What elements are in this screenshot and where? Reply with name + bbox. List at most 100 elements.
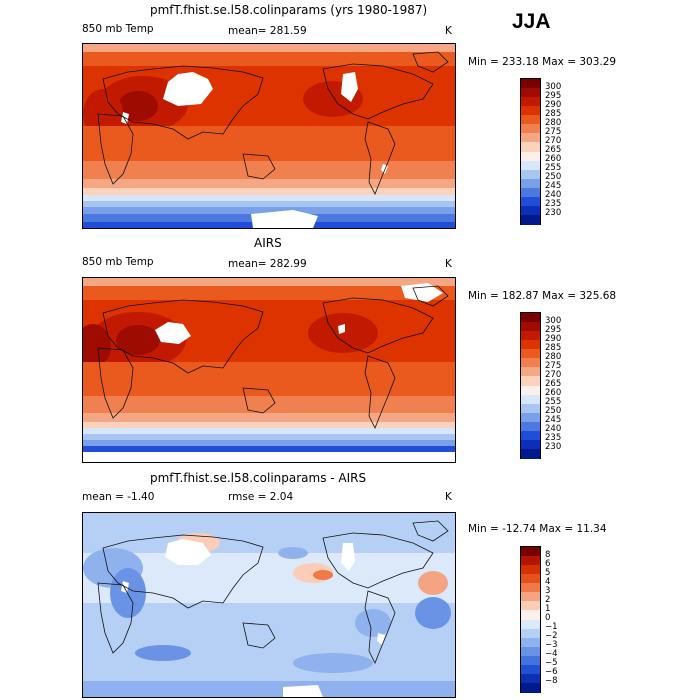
colorbar-box	[521, 79, 540, 89]
panel3-title: pmfT.fhist.se.l58.colinparams - AIRS	[150, 471, 367, 485]
colorbar-tick-label: 0	[545, 613, 551, 623]
panel1-map	[82, 43, 456, 229]
colorbar-tick-label: 1	[545, 603, 551, 614]
colorbar-box	[521, 178, 540, 189]
colorbar-tick-label: 2	[545, 594, 551, 605]
colorbar-tick-label: 270	[545, 369, 562, 380]
colorbar-tick-label: −4	[545, 649, 558, 660]
colorbar-tick-label: 265	[545, 379, 562, 389]
colorbar-box	[521, 565, 540, 575]
panel1-minmax: Min = 233.18 Max = 303.29	[468, 56, 617, 68]
colorbar-tick-label: 255	[545, 163, 562, 174]
colorbar-box	[521, 322, 540, 332]
colorbar-box	[521, 556, 540, 566]
panel2-minmax: Min = 182.87 Max = 325.68	[468, 290, 617, 302]
colorbar-tick-label: 260	[545, 154, 562, 165]
panel3-minmax: Min = -12.74 Max = 11.34	[468, 523, 607, 535]
panel3-mean: mean = -1.40	[82, 491, 155, 503]
colorbar-box	[521, 439, 540, 450]
panel1-variable: 850 mb Temp	[82, 23, 154, 35]
panel1-mean: mean= 281.59	[228, 25, 307, 37]
colorbar-box	[521, 331, 540, 341]
colorbar-tick-label: 275	[545, 360, 562, 371]
colorbar-tick-label: 280	[545, 351, 562, 362]
colorbar-box	[521, 619, 540, 630]
panel1-colorbar	[520, 78, 541, 225]
colorbar-tick-label: 290	[545, 99, 562, 110]
colorbar-box	[521, 160, 540, 171]
colorbar-box	[521, 349, 540, 359]
colorbar-box	[521, 358, 540, 368]
colorbar-tick-label: 285	[545, 342, 562, 353]
panel3-rmse: rmse = 2.04	[228, 491, 294, 503]
colorbar-tick-label: 300	[545, 81, 562, 92]
panel1-map-field	[83, 44, 455, 228]
colorbar-box	[521, 106, 540, 116]
colorbar-tick-label: 235	[545, 199, 562, 210]
panel3-map-field	[83, 513, 455, 697]
colorbar-tick-label: 8	[545, 549, 551, 560]
colorbar-box	[521, 583, 540, 593]
colorbar-tick-label: 4	[545, 576, 551, 587]
colorbar-tick-label: 285	[545, 108, 562, 119]
colorbar-box	[521, 385, 540, 396]
colorbar-box	[521, 151, 540, 162]
colorbar-box	[521, 682, 540, 693]
colorbar-tick-label: 6	[545, 558, 551, 569]
colorbar-tick-label: 290	[545, 333, 562, 344]
panel2-map-field	[83, 278, 455, 462]
colorbar-tick-label: 250	[545, 406, 562, 417]
panel2-colorbar	[520, 312, 541, 459]
colorbar-box	[521, 655, 540, 666]
colorbar-tick-label: 235	[545, 433, 562, 444]
colorbar-box	[521, 115, 540, 125]
colorbar-box	[521, 142, 540, 152]
colorbar-tick-label: 255	[545, 397, 562, 408]
colorbar-tick-label: 260	[545, 388, 562, 399]
panel2-units: K	[445, 258, 452, 270]
colorbar-tick-label: 5	[545, 567, 551, 578]
colorbar-box	[521, 313, 540, 323]
panel2-variable: 850 mb Temp	[82, 256, 154, 268]
colorbar-box	[521, 394, 540, 405]
colorbar-tick-label: −5	[545, 658, 558, 669]
colorbar-box	[521, 574, 540, 584]
colorbar-box	[521, 430, 540, 441]
panel3-units: K	[445, 491, 452, 503]
colorbar-tick-label: 295	[545, 324, 562, 335]
colorbar-tick-label: 230	[545, 208, 562, 219]
colorbar-tick-label: −2	[545, 631, 558, 642]
colorbar-box	[521, 88, 540, 98]
colorbar-box	[521, 664, 540, 675]
colorbar-tick-label: 3	[545, 585, 551, 596]
colorbar-tick-label: −6	[545, 667, 558, 678]
panel3-map	[82, 512, 456, 698]
panel2-title: AIRS	[254, 236, 282, 250]
colorbar-tick-label: 240	[545, 424, 562, 435]
colorbar-tick-label: −1	[545, 622, 558, 633]
colorbar-tick-label: 245	[545, 181, 562, 192]
colorbar-tick-label: 250	[545, 172, 562, 183]
colorbar-box	[521, 601, 540, 611]
colorbar-tick-label: −8	[545, 676, 558, 687]
colorbar-box	[521, 421, 540, 432]
colorbar-box	[521, 592, 540, 602]
colorbar-box	[521, 646, 540, 657]
colorbar-tick-label: 275	[545, 126, 562, 137]
colorbar-box	[521, 214, 540, 225]
colorbar-box	[521, 412, 540, 423]
colorbar-box	[521, 673, 540, 684]
colorbar-box	[521, 547, 540, 557]
panel3-colorbar	[520, 546, 541, 693]
colorbar-tick-label: −3	[545, 640, 558, 651]
colorbar-box	[521, 628, 540, 639]
colorbar-tick-label: 300	[545, 315, 562, 326]
colorbar-tick-label: 230	[545, 442, 562, 453]
colorbar-tick-label: 280	[545, 117, 562, 128]
colorbar-box	[521, 610, 540, 620]
colorbar-box	[521, 169, 540, 180]
panel2-mean: mean= 282.99	[228, 258, 307, 270]
colorbar-tick-label: 265	[545, 145, 562, 155]
colorbar-tick-label: 245	[545, 415, 562, 426]
colorbar-box	[521, 124, 540, 134]
